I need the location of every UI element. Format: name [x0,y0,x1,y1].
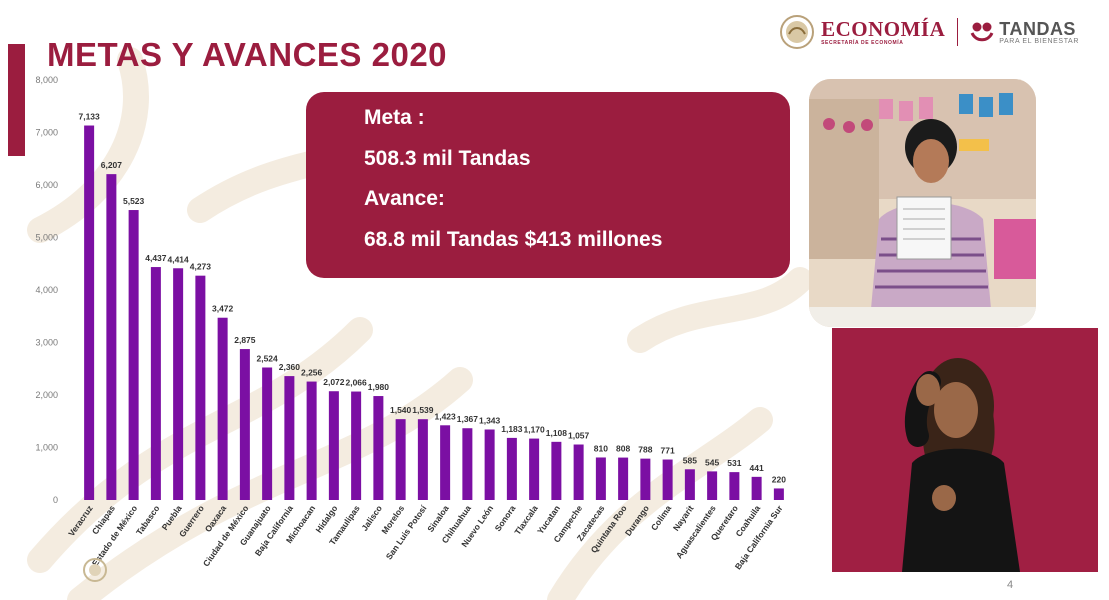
economia-logo-text: ECONOMÍA [821,17,946,41]
bar [328,391,339,500]
bar [128,210,139,501]
bar [173,268,184,500]
data-label: 2,875 [234,335,256,345]
bar [751,476,762,500]
data-label: 2,256 [301,368,323,378]
data-label: 4,273 [190,262,212,272]
bar [684,469,695,500]
data-label: 1,170 [523,425,545,435]
bar [195,275,206,500]
data-label: 1,539 [412,405,434,415]
y-tick-label: 2,000 [35,390,58,400]
data-label: 441 [750,463,764,473]
y-tick-label: 3,000 [35,338,58,348]
bar [150,267,161,500]
data-label: 585 [683,455,697,465]
data-label: 5,523 [123,196,145,206]
tandas-logo-subtext: PARA EL BIENESTAR [999,37,1079,45]
tandas-logo-text: TANDAS [999,18,1076,39]
x-tick-label: Veracruz [66,503,95,538]
bar [239,349,250,500]
bar [106,174,117,500]
bar [618,457,629,500]
y-tick-label: 7,000 [35,128,58,138]
footer-seal-icon [83,558,107,582]
data-label: 1,057 [568,431,590,441]
bar [395,419,406,500]
mexico-seal-icon [780,15,815,49]
bar [551,441,562,500]
data-label: 771 [661,446,675,456]
data-label: 220 [772,474,786,484]
data-label: 2,524 [256,353,278,363]
meta-label: Meta : [364,106,425,129]
x-tick-label: San Luis Potosí [384,503,429,561]
tandas-logo-icon [970,22,994,42]
data-label: 6,207 [101,160,123,170]
data-label: 1,540 [390,405,412,415]
page-number: 4 [1007,579,1014,591]
bar [351,391,362,500]
y-tick-label: 5,000 [35,233,58,243]
y-tick-label: 1,000 [35,443,58,453]
data-label: 4,414 [167,254,189,264]
data-label: 1,183 [501,424,523,434]
logo-divider [957,18,959,46]
y-tick-label: 4,000 [35,285,58,295]
page-title: METAS Y AVANCES 2020 [47,36,448,73]
bar [773,488,784,500]
header-logos: ECONOMÍA SECRETARÍA DE ECONOMÍA TANDAS P… [779,12,1079,52]
bar [217,317,228,500]
data-label: 2,072 [323,377,345,387]
bar [662,459,673,500]
bar [262,367,273,500]
bar [306,381,317,500]
bar [484,429,495,500]
data-label: 545 [705,457,719,467]
data-label: 1,343 [479,415,501,425]
data-label: 1,423 [434,411,456,421]
y-tick-label: 0 [53,495,58,505]
bar [707,471,718,500]
data-label: 7,133 [78,112,100,122]
data-label: 3,472 [212,304,234,314]
avance-value: 68.8 mil Tandas $413 millones [364,228,663,251]
data-label: 1,108 [546,428,568,438]
data-label: 810 [594,443,608,453]
data-label: 2,066 [345,378,367,388]
bar [506,437,517,500]
data-label: 1,980 [368,382,390,392]
x-tick-label: Colima [649,503,674,532]
bar [462,428,473,500]
bar [417,419,428,500]
beneficiary-photo [809,79,1036,327]
y-tick-label: 8,000 [35,75,58,85]
bar [573,444,584,500]
bar [440,425,451,500]
goals-progress-box: Meta : 508.3 mil Tandas Avance: 68.8 mil… [306,92,790,278]
bar [373,396,384,500]
data-label: 1,367 [457,414,479,424]
data-label: 808 [616,444,630,454]
bar [640,458,651,500]
y-tick-label: 6,000 [35,180,58,190]
bar [529,438,540,500]
title-accent-bar [8,44,25,156]
data-label: 531 [727,458,741,468]
bar [595,457,606,500]
bar [284,376,295,500]
data-label: 4,437 [145,253,167,263]
bar [84,125,95,500]
bar [729,472,740,500]
economia-logo-subtext: SECRETARÍA DE ECONOMÍA [821,40,904,46]
data-label: 788 [638,445,652,455]
meta-value: 508.3 mil Tandas [364,147,531,170]
data-label: 2,360 [279,362,301,372]
avance-label: Avance: [364,187,445,210]
sign-language-interpreter [832,328,1098,572]
